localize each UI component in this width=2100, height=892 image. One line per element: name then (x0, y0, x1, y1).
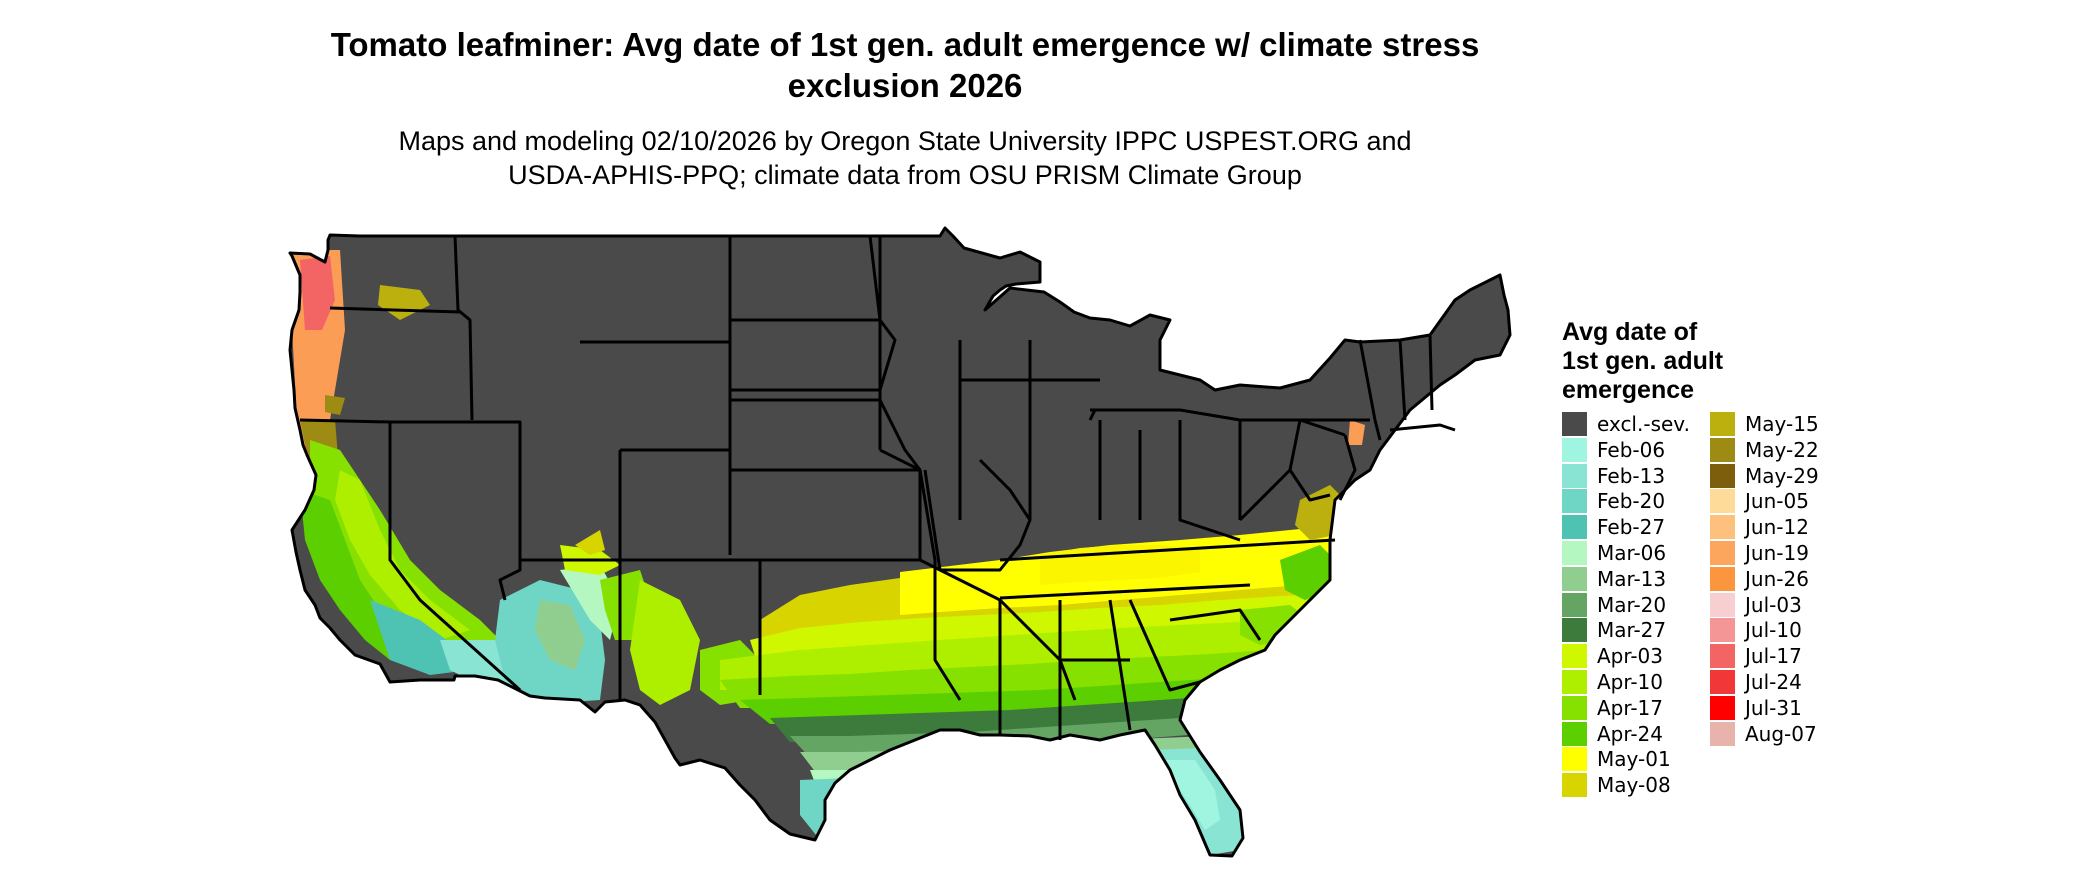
legend-item: Feb-20 (1562, 489, 1666, 514)
legend-item: Jun-19 (1710, 541, 1809, 565)
legend-label: May-22 (1745, 437, 1819, 462)
legend-title-line-1: Avg date of (1562, 318, 1698, 346)
legend-swatch (1710, 721, 1735, 746)
legend-swatch (1562, 773, 1587, 798)
legend-label: Jun-05 (1745, 489, 1809, 514)
legend-swatch (1562, 541, 1587, 565)
legend-label: Jul-24 (1745, 670, 1802, 694)
legend-label: May-01 (1597, 747, 1671, 772)
legend-item: Jun-26 (1710, 566, 1809, 591)
legend-swatch (1562, 463, 1587, 488)
legend-title-line-2: 1st gen. adult (1562, 347, 1724, 375)
legend-item: May-08 (1562, 773, 1671, 798)
legend-item: May-29 (1710, 463, 1819, 488)
legend-swatch (1562, 515, 1587, 540)
legend-item: Feb-06 (1562, 437, 1666, 462)
legend-label: Feb-20 (1597, 489, 1666, 514)
legend-label: excl.-sev. (1597, 412, 1690, 436)
legend-item: Jul-17 (1710, 644, 1802, 669)
legend-swatch (1710, 670, 1735, 694)
legend-item: May-01 (1562, 747, 1671, 772)
legend-item: Jul-03 (1710, 592, 1802, 617)
legend-item: Jul-10 (1710, 618, 1802, 643)
legend-item: Apr-17 (1562, 695, 1663, 720)
legend-label: Jun-12 (1745, 515, 1809, 540)
legend-label: Mar-20 (1597, 592, 1667, 617)
legend-label: Jul-10 (1745, 618, 1802, 643)
legend-swatch (1562, 489, 1587, 514)
legend-swatch (1562, 644, 1587, 669)
legend-swatch (1710, 463, 1735, 488)
legend-swatch (1710, 412, 1735, 436)
legend-swatch (1562, 695, 1587, 720)
legend-label: Apr-17 (1597, 695, 1663, 720)
legend-label: May-15 (1745, 412, 1819, 436)
legend-item: Jun-12 (1710, 515, 1809, 540)
legend-label: Feb-06 (1597, 437, 1666, 462)
legend-label: Aug-07 (1745, 721, 1817, 746)
legend-title: Avg date of 1st gen. adult emergence (1562, 318, 1782, 405)
state-borders (288, 226, 1512, 858)
legend-swatch (1710, 592, 1735, 617)
legend-item: Mar-13 (1562, 566, 1667, 591)
legend-label: Apr-10 (1597, 670, 1663, 694)
legend-swatch (1562, 747, 1587, 772)
legend-swatch (1710, 695, 1735, 720)
legend-swatch (1562, 721, 1587, 746)
legend-label: Feb-13 (1597, 463, 1666, 488)
legend-label: Mar-13 (1597, 566, 1667, 591)
legend-label: Jun-26 (1745, 566, 1809, 591)
subtitle-line-1: Maps and modeling 02/10/2026 by Oregon S… (398, 126, 1412, 156)
legend-swatch (1562, 566, 1587, 591)
legend-item: Mar-06 (1562, 541, 1666, 565)
legend-title-line-3: emergence (1562, 376, 1695, 404)
legend-swatch (1710, 644, 1735, 669)
legend-label: Apr-24 (1597, 721, 1663, 746)
legend-label: Jun-19 (1745, 541, 1809, 565)
legend-item: Aug-07 (1710, 721, 1817, 746)
legend-item: Jul-31 (1710, 695, 1802, 720)
legend-item: Apr-24 (1562, 721, 1663, 746)
legend-label: Mar-06 (1597, 541, 1667, 565)
legend-swatch (1562, 437, 1587, 462)
legend-swatch (1710, 566, 1735, 591)
legend-item: May-22 (1710, 437, 1819, 462)
legend-item: Jul-24 (1710, 670, 1802, 694)
subtitle-line-2: USDA-APHIS-PPQ; climate data from OSU PR… (508, 160, 1302, 190)
map-title: Tomato leafminer: Avg date of 1st gen. a… (300, 24, 1510, 106)
legend-item: Apr-03 (1562, 644, 1663, 669)
legend-item: Mar-27 (1562, 618, 1667, 643)
legend-label: Jul-17 (1745, 644, 1802, 669)
legend-item: Feb-13 (1562, 463, 1666, 488)
legend-label: Mar-27 (1597, 618, 1667, 643)
legend-swatch (1710, 541, 1735, 565)
legend-swatch (1710, 437, 1735, 462)
legend-label: Jul-03 (1745, 592, 1802, 617)
legend-swatch (1562, 412, 1587, 436)
legend-swatch (1562, 618, 1587, 643)
legend-item: Feb-27 (1562, 515, 1666, 540)
legend-label: Jul-31 (1745, 695, 1802, 720)
legend-label: Feb-27 (1597, 515, 1666, 540)
legend-item: Jun-05 (1710, 489, 1809, 514)
legend-item: May-15 (1710, 412, 1819, 436)
legend-swatch (1710, 515, 1735, 540)
legend-label: May-08 (1597, 773, 1671, 798)
map-title-text: Tomato leafminer: Avg date of 1st gen. a… (330, 26, 1480, 104)
legend-swatch (1562, 670, 1587, 694)
legend-swatch (1562, 592, 1587, 617)
legend-item: Mar-20 (1562, 592, 1667, 617)
legend-swatch (1710, 618, 1735, 643)
legend-label: May-29 (1745, 463, 1819, 488)
map-subtitle: Maps and modeling 02/10/2026 by Oregon S… (300, 124, 1510, 192)
legend-item: Apr-10 (1562, 670, 1663, 694)
legend-label: Apr-03 (1597, 644, 1663, 669)
legend-swatch (1710, 489, 1735, 514)
legend-item: excl.-sev. (1562, 412, 1690, 436)
